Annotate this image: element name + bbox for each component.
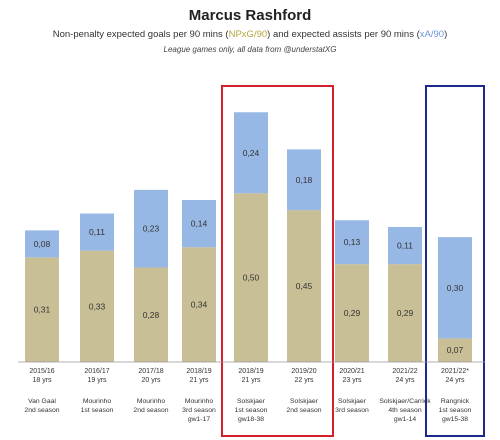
bar-npxg bbox=[25, 257, 59, 362]
data-label-npxg: 0,31 bbox=[34, 305, 51, 315]
tick-label-age: 22 yrs bbox=[294, 377, 314, 384]
manager-label: 3rd season bbox=[182, 407, 216, 414]
subtitle-part-1: Non-penalty expected goals per 90 mins ( bbox=[53, 29, 230, 40]
manager-label: 2nd season bbox=[24, 407, 59, 414]
bar-xa bbox=[287, 149, 321, 211]
manager-label: Van Gaal bbox=[28, 398, 56, 405]
bar-xa bbox=[80, 213, 114, 251]
subtitle-part-2: ) and expected assists per 90 mins ( bbox=[267, 29, 420, 40]
bar-npxg bbox=[287, 210, 321, 362]
data-label-npxg: 0,33 bbox=[89, 301, 106, 311]
tick-label-season: 2018/19 bbox=[238, 368, 263, 375]
manager-label: 1st season bbox=[439, 407, 472, 414]
subtitle-part-3: ) bbox=[444, 29, 447, 40]
data-label-npxg: 0,50 bbox=[243, 273, 260, 283]
tick-label-age: 19 yrs bbox=[87, 377, 107, 384]
manager-label: gw18-38 bbox=[238, 416, 264, 423]
manager-label: 4th season bbox=[388, 407, 421, 414]
manager-label: 3rd season bbox=[335, 407, 369, 414]
manager-label: gw1-17 bbox=[188, 416, 211, 423]
subtitle-npxg-term: NPxG/90 bbox=[229, 29, 268, 40]
bar-npxg bbox=[80, 250, 114, 362]
tick-label-season: 2021/22 bbox=[392, 368, 417, 375]
bar-npxg bbox=[234, 193, 268, 362]
tick-label-season: 2018/19 bbox=[186, 368, 211, 375]
chart-subtitle: Non-penalty expected goals per 90 mins (… bbox=[53, 29, 447, 40]
data-label-npxg: 0,07 bbox=[447, 345, 464, 355]
data-label-npxg: 0,45 bbox=[296, 281, 313, 291]
tick-label-season: 2019/20 bbox=[291, 368, 316, 375]
bar-xa bbox=[134, 189, 168, 268]
tick-label-age: 21 yrs bbox=[189, 377, 209, 384]
bar-xa bbox=[335, 220, 369, 265]
manager-label: 2nd season bbox=[286, 407, 321, 414]
subtitle-xa-term: xA/90 bbox=[420, 29, 444, 40]
tick-label-season: 2017/18 bbox=[138, 368, 163, 375]
manager-label: 2nd season bbox=[133, 407, 168, 414]
manager-label: 1st season bbox=[235, 407, 268, 414]
manager-label: Mourinho bbox=[83, 398, 112, 405]
data-label-xa: 0,30 bbox=[447, 283, 464, 293]
tick-label-season: 2015/16 bbox=[29, 368, 54, 375]
bar-npxg bbox=[335, 264, 369, 362]
tick-label-season: 2016/17 bbox=[84, 368, 109, 375]
tick-label-season: 2021/22* bbox=[441, 368, 469, 375]
data-label-npxg: 0,34 bbox=[191, 300, 208, 310]
manager-label: Mourinho bbox=[137, 398, 166, 405]
data-label-npxg: 0,29 bbox=[344, 308, 361, 318]
manager-label: Mourinho bbox=[185, 398, 214, 405]
manager-label: gw15-38 bbox=[442, 416, 468, 423]
tick-label-age: 23 yrs bbox=[342, 377, 362, 384]
bar-xa bbox=[388, 227, 422, 265]
highlight-box-blue bbox=[425, 85, 485, 437]
bar-xa bbox=[438, 237, 472, 339]
data-label-npxg: 0,28 bbox=[143, 310, 160, 320]
manager-label: Solskjaer bbox=[290, 398, 319, 405]
tick-label-season: 2020/21 bbox=[339, 368, 364, 375]
data-label-xa: 0,24 bbox=[243, 148, 260, 158]
chart-title: Marcus Rashford bbox=[189, 7, 312, 24]
data-label-npxg: 0,29 bbox=[397, 308, 414, 318]
bar-npxg bbox=[438, 338, 472, 362]
data-label-xa: 0,11 bbox=[89, 227, 105, 237]
manager-label: gw1-14 bbox=[394, 416, 417, 423]
manager-label: Solskjaer bbox=[338, 398, 367, 405]
bar-xa bbox=[25, 230, 59, 258]
data-label-xa: 0,14 bbox=[191, 219, 208, 229]
manager-label: 1st season bbox=[81, 407, 114, 414]
manager-label: Rangnick bbox=[441, 398, 470, 405]
data-label-xa: 0,13 bbox=[344, 237, 361, 247]
bar-npxg bbox=[388, 264, 422, 362]
data-label-xa: 0,11 bbox=[397, 241, 413, 251]
tick-label-age: 21 yrs bbox=[241, 377, 261, 384]
data-label-xa: 0,23 bbox=[143, 224, 160, 234]
tick-label-age: 18 yrs bbox=[32, 377, 52, 384]
manager-label: Solskjaer/Carrick bbox=[379, 398, 431, 405]
bar-npxg bbox=[134, 267, 168, 362]
bar-npxg bbox=[182, 247, 216, 362]
highlight-box-red bbox=[221, 85, 334, 437]
manager-label: Solskjaer bbox=[237, 398, 266, 405]
tick-label-age: 20 yrs bbox=[141, 377, 161, 384]
bar-xa bbox=[182, 200, 216, 248]
bar-xa bbox=[234, 112, 268, 194]
tick-label-age: 24 yrs bbox=[395, 377, 415, 384]
tick-label-age: 24 yrs bbox=[445, 377, 465, 384]
chart-note: League games only, all data from @unders… bbox=[164, 45, 337, 54]
data-label-xa: 0,18 bbox=[296, 175, 313, 185]
chart-marks: 0,31 0,08 2015/16 18 yrs Van Gaal 2nd season 0… bbox=[18, 85, 485, 437]
data-label-xa: 0,08 bbox=[34, 239, 51, 249]
